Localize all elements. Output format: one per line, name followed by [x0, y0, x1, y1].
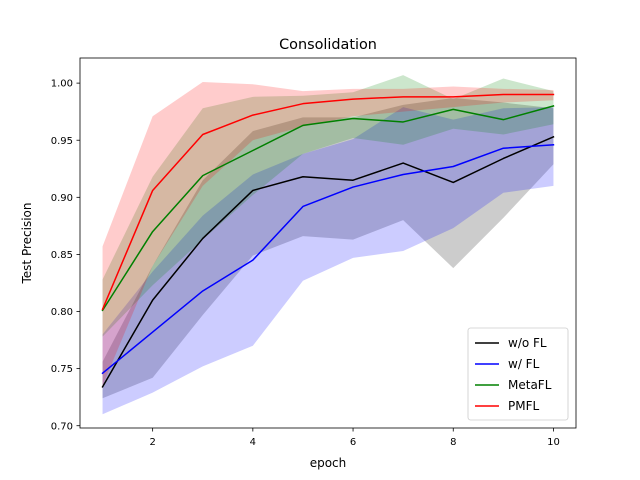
y-axis: 0.70 0.75 0.80 0.85 0.90 0.95 1.00 — [51, 79, 80, 432]
line-series-2 — [101, 105, 555, 312]
x-tick-label: 6 — [350, 437, 356, 448]
x-tick-label: 2 — [149, 437, 155, 448]
band-series-3 — [102, 81, 554, 386]
x-tick-label: 4 — [250, 437, 256, 448]
band-series-0 — [102, 97, 554, 399]
confidence-bands — [102, 75, 554, 415]
plot-frame — [79, 57, 577, 429]
band-series-1 — [102, 107, 554, 415]
line-series-1 — [101, 143, 555, 375]
band-series-2 — [102, 75, 554, 337]
y-tick-label: 0.80 — [51, 307, 73, 318]
legend: w/o FL w/ FL MetaFL PMFL — [467, 327, 569, 421]
x-tick-label: 8 — [450, 437, 456, 448]
y-tick-label: 0.90 — [51, 193, 73, 204]
x-tick-label: 10 — [547, 437, 560, 448]
series-lines — [101, 93, 555, 388]
y-tick-label: 0.85 — [51, 250, 73, 261]
legend-label-0: w/o FL — [508, 336, 547, 350]
x-axis-label: epoch — [310, 456, 347, 470]
line-series-3 — [101, 93, 555, 311]
y-tick-label: 0.70 — [51, 421, 73, 432]
y-tick-label: 1.00 — [51, 79, 73, 90]
y-tick-label: 0.95 — [51, 136, 73, 147]
legend-label-2: MetaFL — [508, 378, 552, 392]
y-tick-label: 0.75 — [51, 364, 73, 375]
legend-box — [467, 327, 569, 421]
chart-title: Consolidation — [279, 37, 377, 53]
y-axis-label: Test Precision — [20, 203, 34, 285]
x-axis: 2 4 6 8 10 — [149, 428, 560, 448]
line-series-0 — [101, 135, 555, 388]
legend-label-1: w/ FL — [508, 357, 540, 371]
legend-label-3: PMFL — [508, 399, 539, 413]
